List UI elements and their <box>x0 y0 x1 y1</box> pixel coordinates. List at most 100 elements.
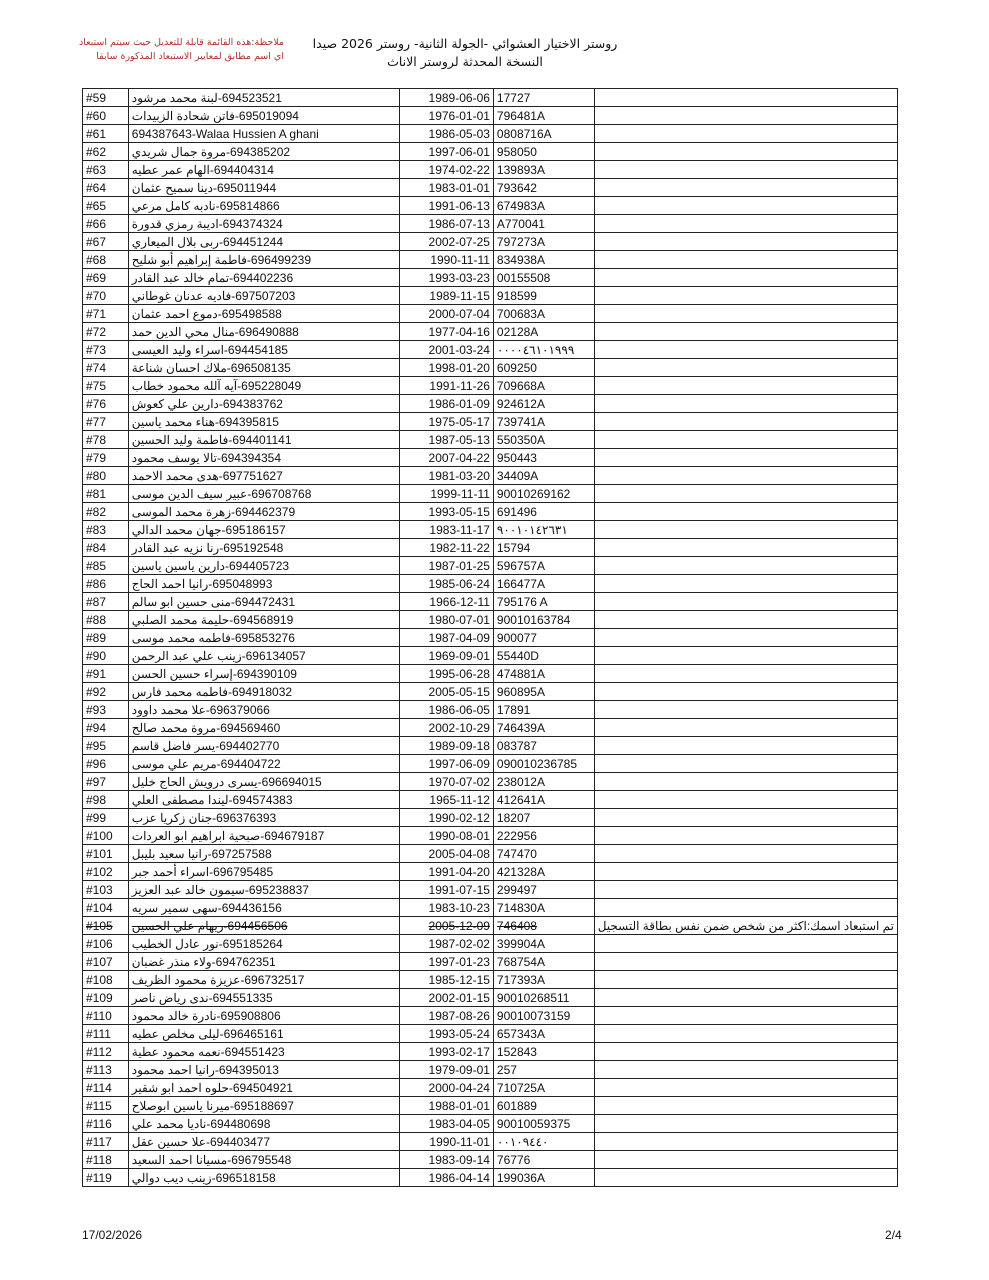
name-phone-cell: 696795548-مسيانا احمد السعيد <box>127 1150 401 1169</box>
row-number-cell: #87 <box>82 592 129 611</box>
birth-date-cell: 1977-04-16 <box>399 322 494 341</box>
exclusion-note-cell <box>593 376 899 395</box>
table-row: #69 694402236-تمام خالد عبد القادر 1993-03… <box>82 268 899 287</box>
row-number-cell: #71 <box>82 304 129 323</box>
exclusion-note-cell <box>593 754 899 773</box>
table-row: #61 694387643-Walaa Hussien A ghani 1986-0… <box>82 124 899 143</box>
row-number-cell: #103 <box>82 880 129 899</box>
name-phone-cell: 695011944-دينا سميح عثمان <box>127 178 401 197</box>
row-number-cell: #78 <box>82 430 129 449</box>
table-row: #90 696134057-زينب علي عبد الرحمن 1969-09-… <box>82 646 899 665</box>
exclusion-note-cell <box>593 862 899 881</box>
exclusion-note-cell <box>593 142 899 161</box>
page-number: 2/4 <box>885 1228 902 1242</box>
row-number-cell: #80 <box>82 466 129 485</box>
exclusion-note-cell <box>593 1150 899 1169</box>
row-number-cell: #111 <box>82 1024 129 1043</box>
row-number-cell: #68 <box>82 250 129 269</box>
id-number-cell: 17891 <box>492 700 595 719</box>
name-phone-cell: 694390109-إسراء حسين الحسن <box>127 664 401 683</box>
table-row: #92 694918032-فاطمه محمد فارس 2005-05-15 96… <box>82 682 899 701</box>
table-row: #118 696795548-مسيانا احمد السعيد 1983-09-… <box>82 1150 899 1169</box>
row-number-cell: #59 <box>82 88 129 107</box>
id-number-cell: 768754A <box>492 952 595 971</box>
name-phone-cell: 694395013-رانيا احمد محمود <box>127 1060 401 1079</box>
id-number-cell: 793642 <box>492 178 595 197</box>
name-phone-cell: 694480698-ناديا محمد علي <box>127 1114 401 1133</box>
name-phone-cell: 696465161-ليلى مخلص عطيه <box>127 1024 401 1043</box>
birth-date-cell: 2007-04-22 <box>399 448 494 467</box>
id-number-cell: 691496 <box>492 502 595 521</box>
id-number-cell: 657343A <box>492 1024 595 1043</box>
table-row: #96 694404722-مريم علي موسى 1997-06-09 0900… <box>82 754 899 773</box>
exclusion-note-cell <box>593 736 899 755</box>
birth-date-cell: 1983-09-14 <box>399 1150 494 1169</box>
id-number-cell: 709668A <box>492 376 595 395</box>
row-number-cell: #117 <box>82 1132 129 1151</box>
exclusion-note-cell <box>593 340 899 359</box>
id-number-cell: 299497 <box>492 880 595 899</box>
id-number-cell: 739741A <box>492 412 595 431</box>
birth-date-cell: 1966-12-11 <box>399 592 494 611</box>
id-number-cell: 15794 <box>492 538 595 557</box>
row-number-cell: #102 <box>82 862 129 881</box>
table-row: #110 695908806-نادرة خالد محمود 1987-08-26… <box>82 1006 899 1025</box>
exclusion-note-cell <box>593 106 899 125</box>
table-row: #86 695048993-رانيا احمد الحاج 1985-06-24 1… <box>82 574 899 593</box>
row-number-cell: #115 <box>82 1096 129 1115</box>
name-phone-cell: 694436156-سهى سمير سريه <box>127 898 401 917</box>
table-row: #65 695814866-نادبه كامل مرعي 1991-06-13 67… <box>82 196 899 215</box>
id-number-cell: 797273A <box>492 232 595 251</box>
name-phone-cell: 694395815-هناء محمد ياسين <box>127 412 401 431</box>
id-number-cell: 474881A <box>492 664 595 683</box>
exclusion-note-cell <box>593 430 899 449</box>
birth-date-cell: 1986-05-03 <box>399 124 494 143</box>
birth-date-cell: 1991-04-20 <box>399 862 494 881</box>
exclusion-note-cell <box>593 502 899 521</box>
birth-date-cell: 1976-01-01 <box>399 106 494 125</box>
id-number-cell: ٩٠٠١٠١٤٢٦٣١ <box>492 520 595 539</box>
table-row: #109 694551335-ندى رياض ناصر 2002-01-15 900… <box>82 988 899 1007</box>
exclusion-note-cell <box>593 1114 899 1133</box>
exclusion-note-cell <box>593 214 899 233</box>
name-phone-cell: 695188697-ميرنا ياسين ابوصلاح <box>127 1096 401 1115</box>
row-number-cell: #108 <box>82 970 129 989</box>
birth-date-cell: 1985-06-24 <box>399 574 494 593</box>
row-number-cell: #88 <box>82 610 129 629</box>
table-row: #117 694403477-علا حسين عقل 1990-11-01 ٠٠١٠… <box>82 1132 899 1151</box>
exclusion-note-cell <box>593 934 899 953</box>
name-phone-cell: 694551335-ندى رياض ناصر <box>127 988 401 1007</box>
birth-date-cell: 1987-04-09 <box>399 628 494 647</box>
table-row: #111 696465161-ليلى مخلص عطيه 1993-05-24 65… <box>82 1024 899 1043</box>
row-number-cell: #73 <box>82 340 129 359</box>
id-number-cell: ٠٠١٠٩٤٤٠ <box>492 1132 595 1151</box>
row-number-cell: #75 <box>82 376 129 395</box>
table-row: #115 695188697-ميرنا ياسين ابوصلاح 1988-01… <box>82 1096 899 1115</box>
id-number-cell: 139893A <box>492 160 595 179</box>
table-row: #119 696518158-زينب ديب دوالي 1986-04-14 19… <box>82 1168 899 1187</box>
id-number-cell: 083787 <box>492 736 595 755</box>
id-number-cell: 609250 <box>492 358 595 377</box>
table-row: #97 696694015-يسرى درويش الحاج خليل 1970-0… <box>82 772 899 791</box>
row-number-cell: #116 <box>82 1114 129 1133</box>
row-number-cell: #66 <box>82 214 129 233</box>
name-phone-cell: 695185264-نور عادل الخطيب <box>127 934 401 953</box>
birth-date-cell: 1987-05-13 <box>399 430 494 449</box>
table-row: #95 694402770-يسر فاضل قاسم 1989-09-18 0837… <box>82 736 899 755</box>
id-number-cell: 747470 <box>492 844 595 863</box>
id-number-cell: 152843 <box>492 1042 595 1061</box>
exclusion-note-cell <box>593 250 899 269</box>
table-row: #82 694462379-زهرة محمد الموسى 1993-05-15 6… <box>82 502 899 521</box>
name-phone-cell: 694404314-الهام عمر عطيه <box>127 160 401 179</box>
birth-date-cell: 1989-09-18 <box>399 736 494 755</box>
table-row: #72 696490888-منال محي الدين حمد 1977-04-1… <box>82 322 899 341</box>
table-row: #63 694404314-الهام عمر عطيه 1974-02-22 139… <box>82 160 899 179</box>
table-row: #78 694401141-فاطمة وليد الحسين 1987-05-13… <box>82 430 899 449</box>
id-number-cell: 601889 <box>492 1096 595 1115</box>
name-phone-cell: 696708768-عبير سيف الدين موسى <box>127 484 401 503</box>
id-number-cell: 90010163784 <box>492 610 595 629</box>
name-phone-cell: 696376393-جنان زكريا عزب <box>127 808 401 827</box>
table-row: #113 694395013-رانيا احمد محمود 1979-09-01… <box>82 1060 899 1079</box>
birth-date-cell: 1969-09-01 <box>399 646 494 665</box>
table-row: #112 694551423-نعمه محمود عطية 1993-02-17 1… <box>82 1042 899 1061</box>
